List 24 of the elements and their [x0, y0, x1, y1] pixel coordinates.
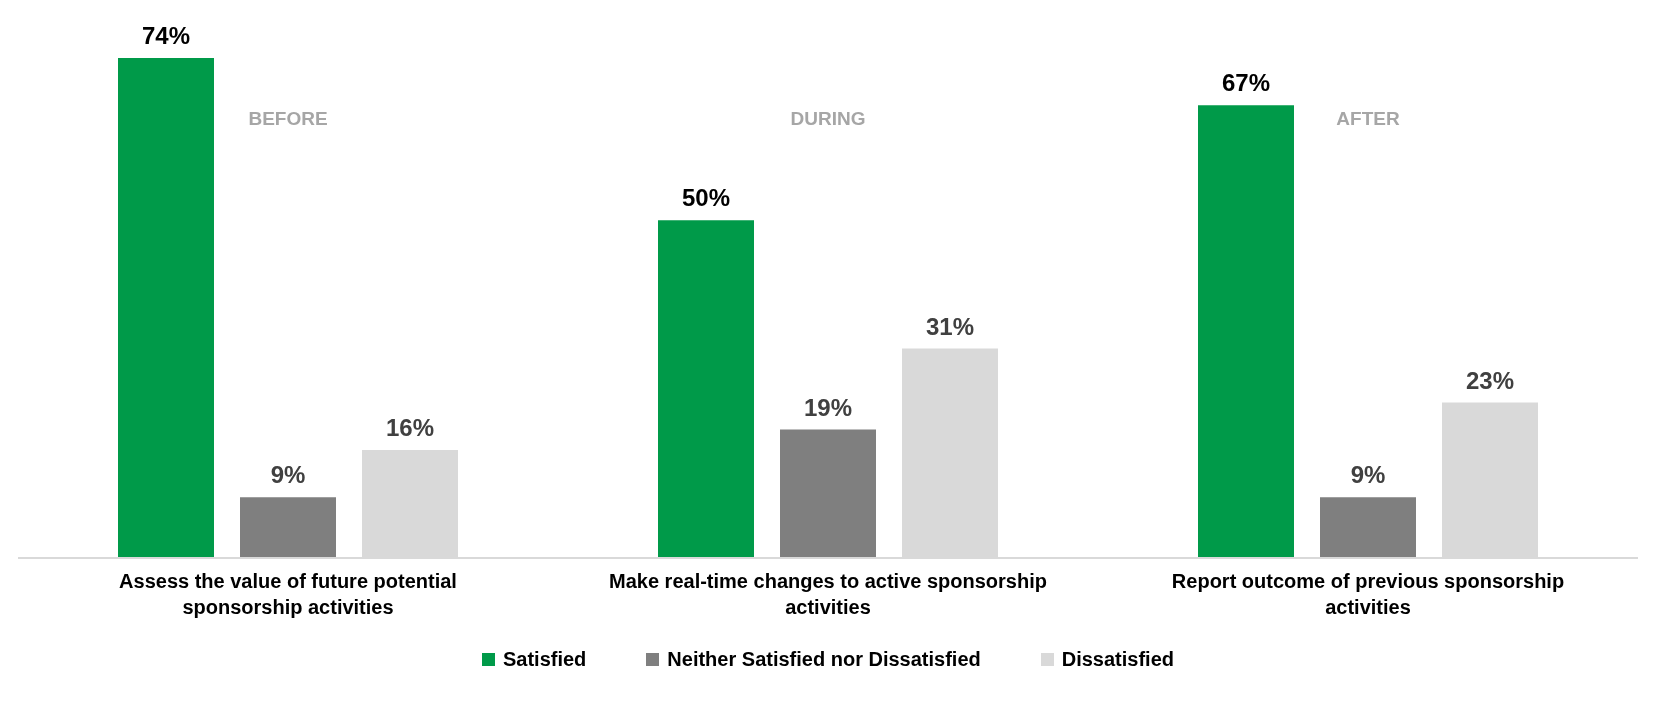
- data-label: 16%: [385, 413, 435, 441]
- legend-label: Dissatisfied: [1061, 648, 1175, 671]
- data-label: 31%: [925, 312, 975, 340]
- data-label: 23%: [1465, 366, 1515, 394]
- bar: [1320, 497, 1416, 558]
- annotation: BEFORE: [248, 107, 328, 129]
- bar: [780, 429, 876, 558]
- x-tick-label: Assess the value of future potential sponsorship activities: [119, 570, 457, 618]
- data-label: 19%: [803, 393, 853, 421]
- data-label: 9%: [1350, 461, 1386, 489]
- annotation: DURING: [790, 107, 866, 129]
- legend-label: Satisfied: [502, 648, 587, 671]
- x-tick-label: Report outcome of previous sponsorship activities: [1171, 570, 1565, 618]
- data-label: 9%: [270, 461, 306, 489]
- data-label: 50%: [681, 184, 731, 212]
- bar: [118, 58, 214, 558]
- annotation: AFTER: [1336, 107, 1400, 129]
- legend-label: Neither Satisfied nor Dissatisfied: [667, 648, 981, 671]
- bar: [658, 220, 754, 558]
- data-label: 67%: [1221, 69, 1271, 97]
- bar: [240, 497, 336, 558]
- x-tick-label: Make real-time changes to active sponsorship activities: [609, 570, 1047, 618]
- bar: [1198, 105, 1294, 558]
- data-label: 74%: [141, 22, 191, 49]
